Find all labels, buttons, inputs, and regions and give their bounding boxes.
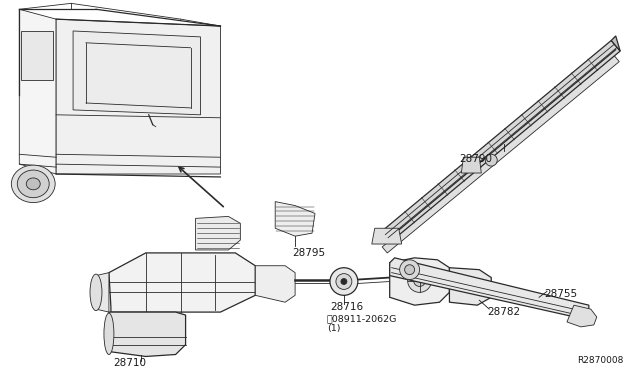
Text: 28716: 28716 xyxy=(330,302,363,312)
Text: ⓝ08911-2062G
(1): ⓝ08911-2062G (1) xyxy=(327,314,397,333)
Polygon shape xyxy=(390,258,589,319)
Circle shape xyxy=(330,268,358,295)
Ellipse shape xyxy=(26,178,40,190)
Polygon shape xyxy=(196,217,241,250)
Ellipse shape xyxy=(12,165,55,203)
Polygon shape xyxy=(109,253,255,312)
Circle shape xyxy=(404,265,415,275)
Text: 28710: 28710 xyxy=(113,359,146,368)
Polygon shape xyxy=(275,202,315,236)
Ellipse shape xyxy=(17,170,49,198)
Polygon shape xyxy=(449,268,492,305)
Polygon shape xyxy=(21,31,53,80)
Ellipse shape xyxy=(104,313,114,355)
Polygon shape xyxy=(461,157,481,173)
Circle shape xyxy=(485,154,497,166)
Polygon shape xyxy=(390,258,449,305)
Circle shape xyxy=(413,275,426,286)
Circle shape xyxy=(408,269,431,292)
Text: 28790: 28790 xyxy=(460,154,492,164)
Ellipse shape xyxy=(90,274,102,311)
Polygon shape xyxy=(56,19,220,174)
Polygon shape xyxy=(96,273,109,312)
Circle shape xyxy=(399,260,420,279)
Text: 28795: 28795 xyxy=(292,248,325,258)
Polygon shape xyxy=(567,305,596,327)
Text: R2870008: R2870008 xyxy=(577,356,623,365)
Polygon shape xyxy=(382,41,620,241)
Polygon shape xyxy=(73,31,200,115)
Polygon shape xyxy=(611,36,620,51)
Polygon shape xyxy=(255,266,295,302)
Polygon shape xyxy=(382,55,620,253)
Polygon shape xyxy=(109,312,186,356)
Text: 28755: 28755 xyxy=(544,289,577,299)
Polygon shape xyxy=(19,9,56,174)
Polygon shape xyxy=(372,228,402,244)
Text: 28782: 28782 xyxy=(487,307,520,317)
Circle shape xyxy=(336,274,352,289)
Circle shape xyxy=(341,279,347,285)
